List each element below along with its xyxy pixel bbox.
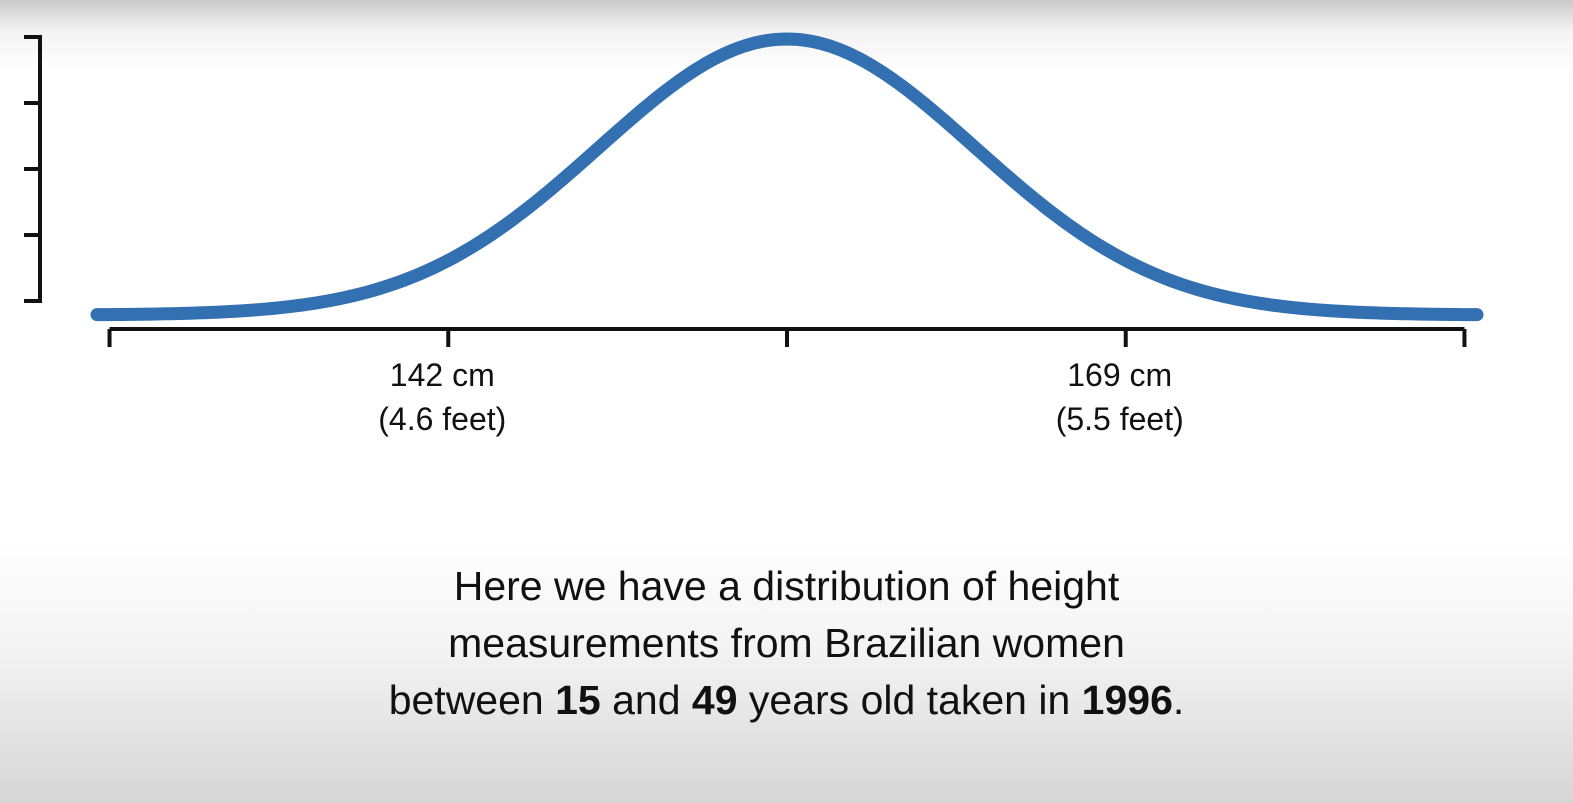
caption-line-3: between 15 and 49 years old taken in 199… — [0, 672, 1573, 729]
caption-line-2: measurements from Brazilian women — [448, 620, 1125, 666]
x-tick-labels: 142 cm (4.6 feet) 169 cm (5.5 feet) — [378, 357, 1184, 437]
caption-text: . — [1172, 677, 1185, 723]
caption-age-max: 49 — [691, 677, 738, 723]
x-tick-label: 142 cm — [390, 357, 495, 393]
height-distribution-curve — [90, 32, 1484, 322]
caption-line-1: Here we have a distribution of height — [453, 563, 1120, 609]
y-axis — [24, 35, 42, 303]
x-axis — [107, 327, 1467, 347]
caption-year: 1996 — [1081, 677, 1173, 723]
x-tick-label: 169 cm — [1067, 357, 1172, 393]
x-tick-sublabel: (5.5 feet) — [1056, 401, 1184, 437]
caption-text: and — [600, 677, 692, 723]
caption: Here we have a distribution of height me… — [0, 558, 1573, 729]
x-tick-sublabel: (4.6 feet) — [378, 401, 506, 437]
caption-age-min: 15 — [555, 677, 601, 723]
caption-text: between — [388, 677, 556, 723]
caption-text: years old taken in — [737, 677, 1082, 723]
